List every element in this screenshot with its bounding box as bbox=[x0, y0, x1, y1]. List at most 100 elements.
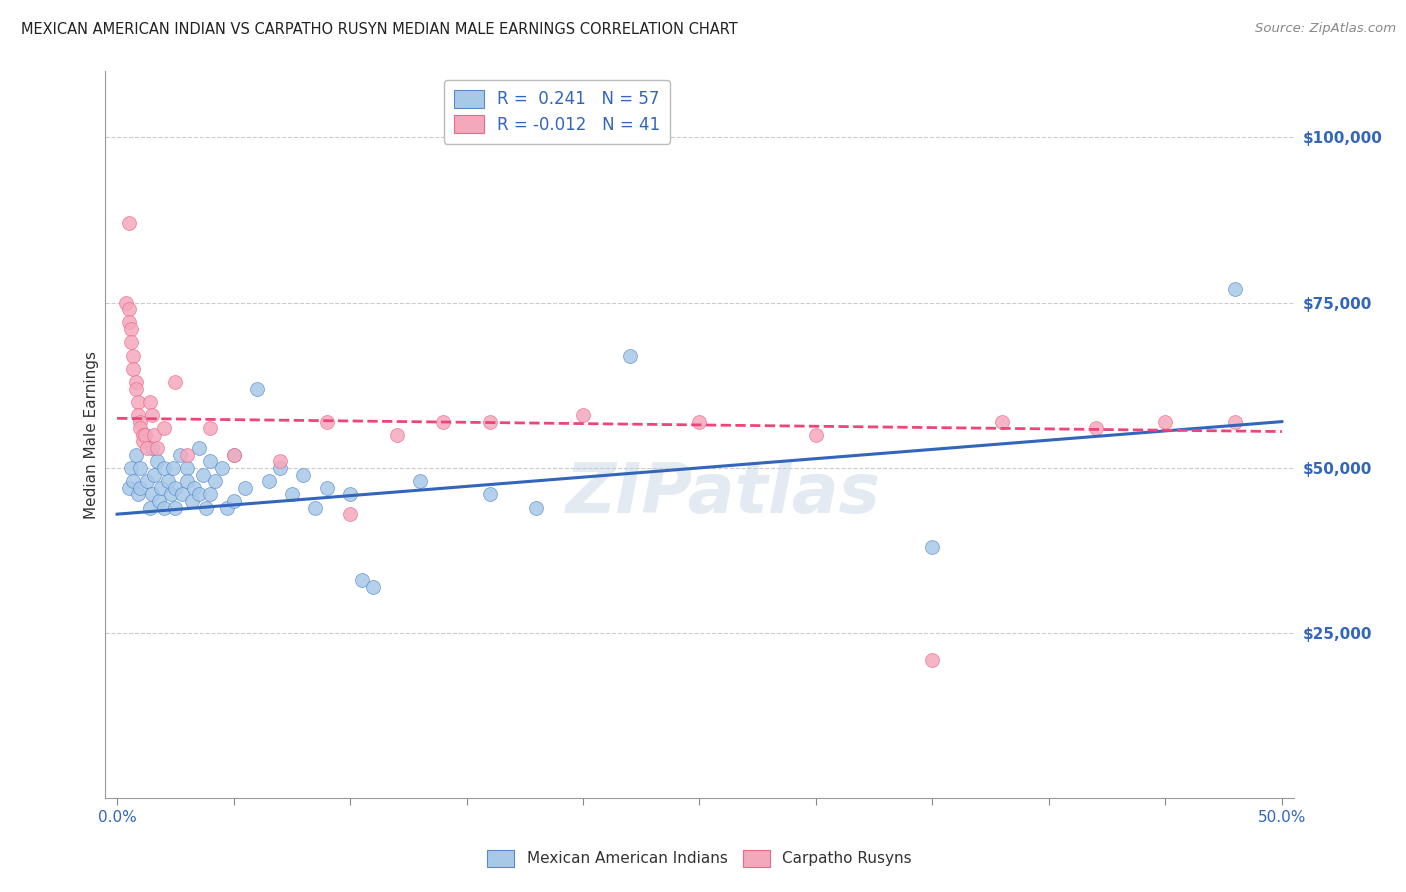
Point bbox=[222, 494, 245, 508]
Point bbox=[363, 580, 385, 594]
Point bbox=[118, 316, 141, 330]
Point bbox=[689, 415, 711, 429]
Point bbox=[143, 467, 166, 482]
Point bbox=[141, 441, 163, 455]
Point bbox=[122, 361, 145, 376]
Point bbox=[118, 481, 141, 495]
Point bbox=[129, 415, 152, 429]
Point bbox=[176, 474, 198, 488]
Point bbox=[478, 487, 501, 501]
Point bbox=[134, 428, 156, 442]
Point bbox=[187, 487, 209, 501]
Point bbox=[125, 382, 148, 396]
Point bbox=[269, 454, 291, 468]
Point bbox=[176, 448, 198, 462]
Point bbox=[129, 421, 152, 435]
Point bbox=[339, 487, 361, 501]
Point bbox=[1225, 282, 1247, 296]
Point bbox=[127, 408, 149, 422]
Point bbox=[315, 415, 337, 429]
Point bbox=[127, 394, 149, 409]
Point bbox=[991, 415, 1014, 429]
Point bbox=[138, 500, 160, 515]
Point bbox=[211, 461, 233, 475]
Point bbox=[619, 349, 641, 363]
Point bbox=[180, 494, 202, 508]
Point bbox=[409, 474, 432, 488]
Point bbox=[132, 428, 155, 442]
Point bbox=[292, 467, 315, 482]
Point bbox=[134, 428, 156, 442]
Point bbox=[118, 216, 141, 230]
Point bbox=[152, 500, 174, 515]
Point bbox=[315, 481, 337, 495]
Point bbox=[132, 434, 155, 449]
Point bbox=[804, 428, 827, 442]
Point bbox=[1225, 415, 1247, 429]
Point bbox=[120, 322, 142, 336]
Point bbox=[122, 349, 145, 363]
Point bbox=[162, 461, 184, 475]
Point bbox=[526, 500, 548, 515]
Text: Source: ZipAtlas.com: Source: ZipAtlas.com bbox=[1256, 22, 1396, 36]
Point bbox=[157, 474, 180, 488]
Point bbox=[148, 494, 170, 508]
Text: MEXICAN AMERICAN INDIAN VS CARPATHO RUSYN MEDIAN MALE EARNINGS CORRELATION CHART: MEXICAN AMERICAN INDIAN VS CARPATHO RUSY… bbox=[21, 22, 738, 37]
Point bbox=[222, 448, 245, 462]
Point bbox=[246, 382, 269, 396]
Point bbox=[127, 487, 149, 501]
Point bbox=[204, 474, 226, 488]
Point bbox=[141, 408, 163, 422]
Point bbox=[200, 454, 222, 468]
Point bbox=[350, 573, 373, 587]
Point bbox=[165, 375, 187, 389]
Point bbox=[194, 500, 217, 515]
Point bbox=[150, 481, 173, 495]
Point bbox=[478, 415, 501, 429]
Point bbox=[572, 408, 595, 422]
Point bbox=[921, 540, 943, 554]
Point bbox=[165, 500, 187, 515]
Point bbox=[432, 415, 454, 429]
Point bbox=[257, 474, 280, 488]
Point bbox=[1154, 415, 1177, 429]
Point bbox=[215, 500, 238, 515]
Point bbox=[233, 481, 256, 495]
Point bbox=[176, 461, 198, 475]
Point bbox=[385, 428, 408, 442]
Point bbox=[281, 487, 304, 501]
Point bbox=[921, 652, 943, 666]
Point bbox=[120, 335, 142, 350]
Point bbox=[118, 302, 141, 317]
Y-axis label: Median Male Earnings: Median Male Earnings bbox=[83, 351, 98, 519]
Point bbox=[115, 295, 138, 310]
Point bbox=[129, 481, 152, 495]
Point bbox=[187, 441, 209, 455]
Point bbox=[169, 448, 191, 462]
Point bbox=[125, 448, 148, 462]
Point bbox=[145, 441, 167, 455]
Point bbox=[120, 461, 142, 475]
Point bbox=[125, 375, 148, 389]
Point bbox=[152, 461, 174, 475]
Point bbox=[143, 428, 166, 442]
Point bbox=[269, 461, 291, 475]
Point bbox=[145, 454, 167, 468]
Point bbox=[200, 421, 222, 435]
Point bbox=[222, 448, 245, 462]
Point bbox=[183, 481, 205, 495]
Point bbox=[339, 507, 361, 521]
Point bbox=[141, 487, 163, 501]
Point bbox=[193, 467, 215, 482]
Point bbox=[200, 487, 222, 501]
Point bbox=[172, 487, 194, 501]
Point bbox=[138, 394, 160, 409]
Point bbox=[152, 421, 174, 435]
Point bbox=[1084, 421, 1107, 435]
Point bbox=[159, 487, 181, 501]
Point bbox=[165, 481, 187, 495]
Point bbox=[304, 500, 326, 515]
Text: ZIPatlas: ZIPatlas bbox=[565, 459, 880, 526]
Point bbox=[136, 474, 159, 488]
Point bbox=[129, 461, 152, 475]
